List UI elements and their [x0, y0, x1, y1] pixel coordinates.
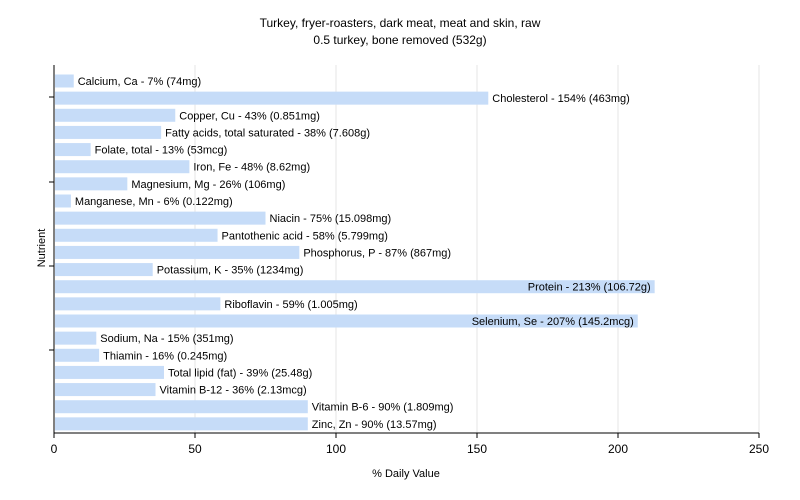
bar-label: Protein - 213% (106.72g)	[528, 282, 651, 294]
bar-label: Folate, total - 13% (53mcg)	[95, 145, 228, 157]
bar	[55, 74, 74, 88]
bar-label: Thiamin - 16% (0.245mg)	[103, 350, 227, 362]
bar-label: Phosphorus, P - 87% (867mg)	[303, 247, 451, 259]
bar	[55, 400, 308, 414]
bar	[55, 211, 266, 225]
bar-label: Copper, Cu - 43% (0.851mg)	[179, 110, 320, 122]
bar	[55, 417, 308, 431]
bar-label: Riboflavin - 59% (1.005mg)	[224, 299, 357, 311]
chart-subtitle: 0.5 turkey, bone removed (532g)	[313, 33, 486, 47]
bar	[55, 263, 153, 277]
bar-label: Cholesterol - 154% (463mg)	[492, 93, 630, 105]
x-axis-label: % Daily Value	[372, 468, 440, 480]
bar	[55, 228, 218, 242]
bar	[55, 280, 655, 294]
bar	[55, 143, 91, 157]
grid-lines	[194, 65, 760, 433]
x-tick-label: 0	[51, 442, 58, 456]
bar-label: Zinc, Zn - 90% (13.57mg)	[312, 419, 437, 431]
chart-title: Turkey, fryer-roasters, dark meat, meat …	[260, 16, 541, 30]
bar-label: Calcium, Ca - 7% (74mg)	[78, 76, 201, 88]
bar-label: Potassium, K - 35% (1234mg)	[157, 265, 304, 277]
bar-label: Niacin - 75% (15.098mg)	[270, 213, 392, 225]
bar-label: Pantothenic acid - 58% (5.799mg)	[222, 230, 388, 242]
bar-label: Total lipid (fat) - 39% (25.48g)	[168, 367, 312, 379]
bar-label: Iron, Fe - 48% (8.62mg)	[193, 162, 310, 174]
bar	[55, 314, 638, 328]
y-axis-label: Nutrient	[36, 229, 48, 268]
bar	[55, 297, 221, 311]
bar	[55, 177, 128, 191]
bar	[55, 160, 190, 174]
x-tick-label: 100	[326, 442, 346, 456]
bar-label: Manganese, Mn - 6% (0.122mg)	[75, 196, 233, 208]
bar	[55, 108, 176, 122]
bar	[55, 365, 164, 379]
bar-label: Vitamin B-12 - 36% (2.13mcg)	[160, 385, 307, 397]
bar-label: Fatty acids, total saturated - 38% (7.60…	[165, 127, 370, 139]
bars-group: Calcium, Ca - 7% (74mg) Cholesterol - 154…	[55, 74, 655, 431]
x-tick-label: 50	[188, 442, 202, 456]
x-tick-label: 150	[467, 442, 487, 456]
bar	[55, 125, 162, 139]
bar-label: Sodium, Na - 15% (351mg)	[100, 333, 233, 345]
bar	[55, 383, 156, 397]
bar	[55, 331, 97, 345]
axes: 0 50 100 150 200 250	[49, 65, 769, 456]
bar	[55, 245, 300, 259]
bar-label: Magnesium, Mg - 26% (106mg)	[131, 179, 285, 191]
bar-label: Vitamin B-6 - 90% (1.809mg)	[312, 402, 454, 414]
x-tick-label: 250	[749, 442, 769, 456]
bar-label: Selenium, Se - 207% (145.2mcg)	[472, 316, 634, 328]
bar	[55, 194, 71, 208]
x-tick-label: 200	[608, 442, 628, 456]
bar	[55, 348, 100, 362]
bar	[55, 91, 489, 105]
